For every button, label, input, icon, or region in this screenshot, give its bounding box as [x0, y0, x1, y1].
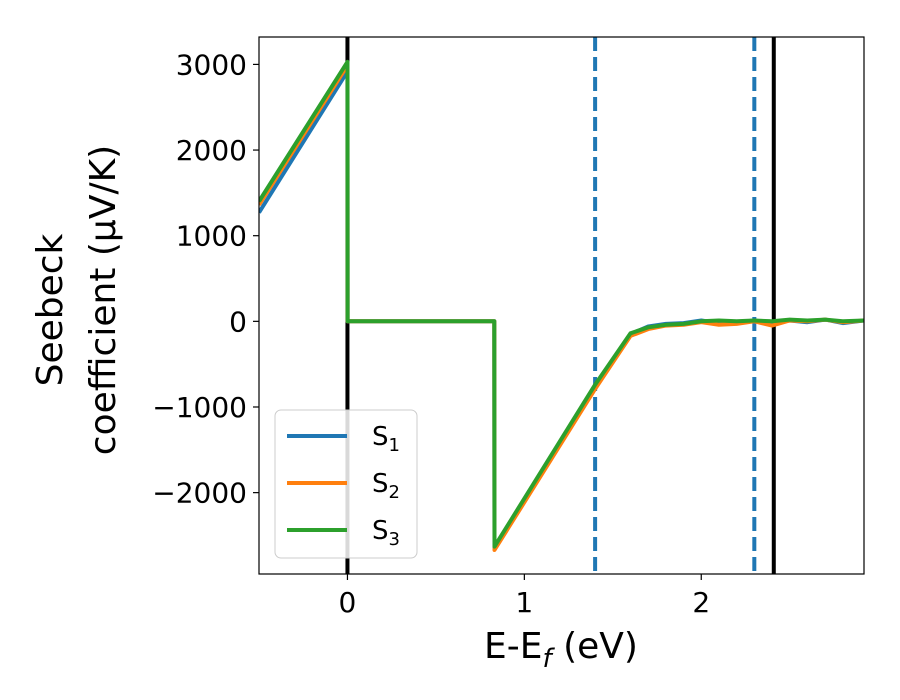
y-tick-label-4: −1000 [152, 391, 247, 424]
x-tick-label-2: 2 [692, 586, 710, 619]
legend-label-s3: S3 [372, 516, 400, 550]
x-tick-label-1: 1 [515, 586, 533, 619]
legend-label-s1: S1 [372, 422, 400, 456]
y-tick-label-3: 0 [229, 305, 247, 338]
x-tick-label-0: 0 [339, 586, 357, 619]
y-tick-label-2: 1000 [176, 220, 247, 253]
x-axis-label: E-Ef (eV) [484, 626, 638, 674]
y-tick-label-0: 3000 [176, 48, 247, 81]
y-axis-label-line1: Seebeck [30, 233, 71, 386]
legend-label-s2: S2 [372, 469, 400, 503]
y-tick-label-5: −2000 [152, 477, 247, 510]
y-tick-label-1: 2000 [176, 134, 247, 167]
legend: S1 S2 S3 [274, 409, 418, 559]
y-axis-label-line2: coefficient (μV/K) [83, 145, 124, 455]
series-line-s3 [259, 59, 864, 549]
plot-frame [258, 36, 865, 575]
